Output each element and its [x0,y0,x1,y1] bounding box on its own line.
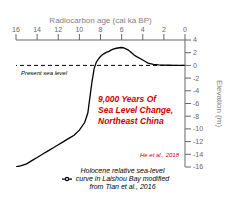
svg-text:-12: -12 [193,138,203,145]
svg-text:Elevation (m): Elevation (m) [215,80,224,127]
svg-text:-4: -4 [193,87,199,94]
html-text:Holocene relative sea-level cu: Holocene relative sea-level curve in Lai… [75,167,170,190]
svg-text:-2: -2 [193,75,199,82]
svg-text:Present sea level: Present sea level [21,70,68,76]
svg-text:14: 14 [33,26,41,33]
svg-text:-14: -14 [193,151,203,158]
svg-text:2: 2 [193,49,197,56]
svg-text:12: 12 [54,26,62,33]
svg-text:10: 10 [75,26,83,33]
svg-text:0: 0 [193,62,197,69]
svg-text:6: 6 [120,26,124,33]
html-text:9,000 Years Of Sea Level Chang: 9,000 Years Of Sea Level Change, Northea… [98,94,174,126]
svg-text:4: 4 [193,36,197,43]
svg-text:-8: -8 [193,113,199,120]
svg-text:0: 0 [183,26,187,33]
svg-text:2: 2 [162,26,166,33]
svg-text:8: 8 [99,26,103,33]
svg-text:4: 4 [141,26,145,33]
svg-text:16: 16 [12,26,20,33]
svg-text:Radiocarbon age (cal ka BP): Radiocarbon age (cal ka BP) [49,16,152,25]
html-text:He et al., 2018: He et al., 2018 [140,152,179,158]
svg-text:-6: -6 [193,100,199,107]
svg-text:-16: -16 [193,163,203,170]
svg-text:-10: -10 [193,125,203,132]
